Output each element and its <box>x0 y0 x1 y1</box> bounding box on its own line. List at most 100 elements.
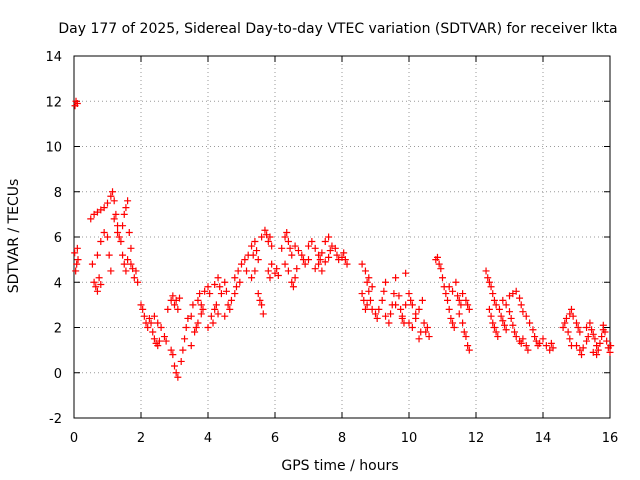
data-point <box>109 188 117 196</box>
data-point <box>119 251 127 259</box>
data-point <box>457 301 465 309</box>
data-point <box>566 335 574 343</box>
data-point <box>222 287 230 295</box>
data-point <box>226 305 234 313</box>
data-point <box>549 344 557 352</box>
data-point <box>120 210 128 218</box>
data-point <box>517 301 525 309</box>
data-point <box>492 328 500 336</box>
data-point <box>591 335 599 343</box>
data-point <box>221 312 229 320</box>
data-point <box>315 260 323 268</box>
data-point <box>358 290 366 298</box>
data-point <box>206 290 214 298</box>
data-point <box>249 251 257 259</box>
data-point <box>422 328 430 336</box>
data-point <box>130 274 138 282</box>
data-point <box>311 265 319 273</box>
data-point <box>437 265 445 273</box>
data-point <box>234 267 242 275</box>
data-point <box>73 244 81 252</box>
data-point <box>174 373 182 381</box>
data-point <box>154 342 162 350</box>
data-point <box>392 274 400 282</box>
data-point <box>231 290 239 298</box>
data-point <box>360 296 368 304</box>
data-point <box>258 301 266 309</box>
data-point <box>305 242 312 250</box>
data-point <box>522 342 530 350</box>
data-point <box>256 296 264 304</box>
data-point <box>154 319 162 327</box>
data-point <box>112 210 120 218</box>
data-point <box>150 335 158 343</box>
data-point <box>74 256 82 264</box>
x-tick-label: 4 <box>204 431 212 446</box>
data-point <box>531 333 539 341</box>
data-point <box>298 251 306 259</box>
data-point <box>459 319 467 327</box>
y-tick-label: 0 <box>54 367 62 382</box>
data-point <box>485 278 493 286</box>
data-point <box>603 337 611 345</box>
data-point <box>182 324 190 331</box>
data-point <box>325 253 333 261</box>
y-tick-label: 4 <box>54 276 62 291</box>
data-point <box>214 310 222 318</box>
data-point <box>398 312 406 320</box>
data-point <box>368 283 376 291</box>
data-point <box>286 244 294 252</box>
x-axis-ticks: 0 2 4 6 8 10 12 14 16 <box>70 56 618 446</box>
data-point <box>497 312 505 320</box>
data-point <box>433 253 441 261</box>
data-point <box>325 233 333 241</box>
data-point <box>402 269 410 277</box>
data-point <box>423 324 431 331</box>
data-point <box>199 305 207 313</box>
data-point <box>207 312 215 320</box>
data-point <box>211 305 219 313</box>
data-point <box>464 342 472 350</box>
data-point <box>512 333 520 341</box>
data-point <box>365 274 373 282</box>
data-point <box>291 242 299 250</box>
data-point <box>462 333 470 341</box>
data-point <box>594 346 602 354</box>
data-point <box>72 267 80 275</box>
data-point <box>125 228 133 236</box>
data-point <box>291 274 299 282</box>
data-point <box>524 346 532 354</box>
data-point <box>258 233 266 241</box>
data-point <box>194 319 202 327</box>
data-point <box>97 281 105 289</box>
data-point <box>122 267 130 275</box>
data-point <box>194 296 202 304</box>
data-point <box>340 249 348 257</box>
data-point <box>155 337 163 345</box>
data-point <box>435 260 443 268</box>
data-point <box>425 333 433 341</box>
data-point <box>95 274 103 282</box>
data-point <box>238 260 245 268</box>
data-point <box>511 328 519 336</box>
data-point <box>181 335 189 343</box>
data-point <box>444 296 452 304</box>
data-point <box>482 267 490 275</box>
data-point <box>579 344 587 352</box>
data-point <box>122 204 130 212</box>
data-point <box>452 278 460 286</box>
data-point <box>412 314 420 322</box>
x-tick-label: 10 <box>401 431 418 446</box>
data-point <box>588 326 596 334</box>
data-point <box>117 238 125 246</box>
data-point <box>589 330 597 338</box>
data-point <box>100 228 108 236</box>
data-point <box>294 247 302 255</box>
data-point <box>254 290 262 298</box>
data-point <box>145 314 153 322</box>
data-point <box>459 290 467 298</box>
data-point <box>216 283 224 291</box>
data-point <box>375 305 383 313</box>
data-point <box>569 312 577 320</box>
data-point <box>382 278 390 286</box>
